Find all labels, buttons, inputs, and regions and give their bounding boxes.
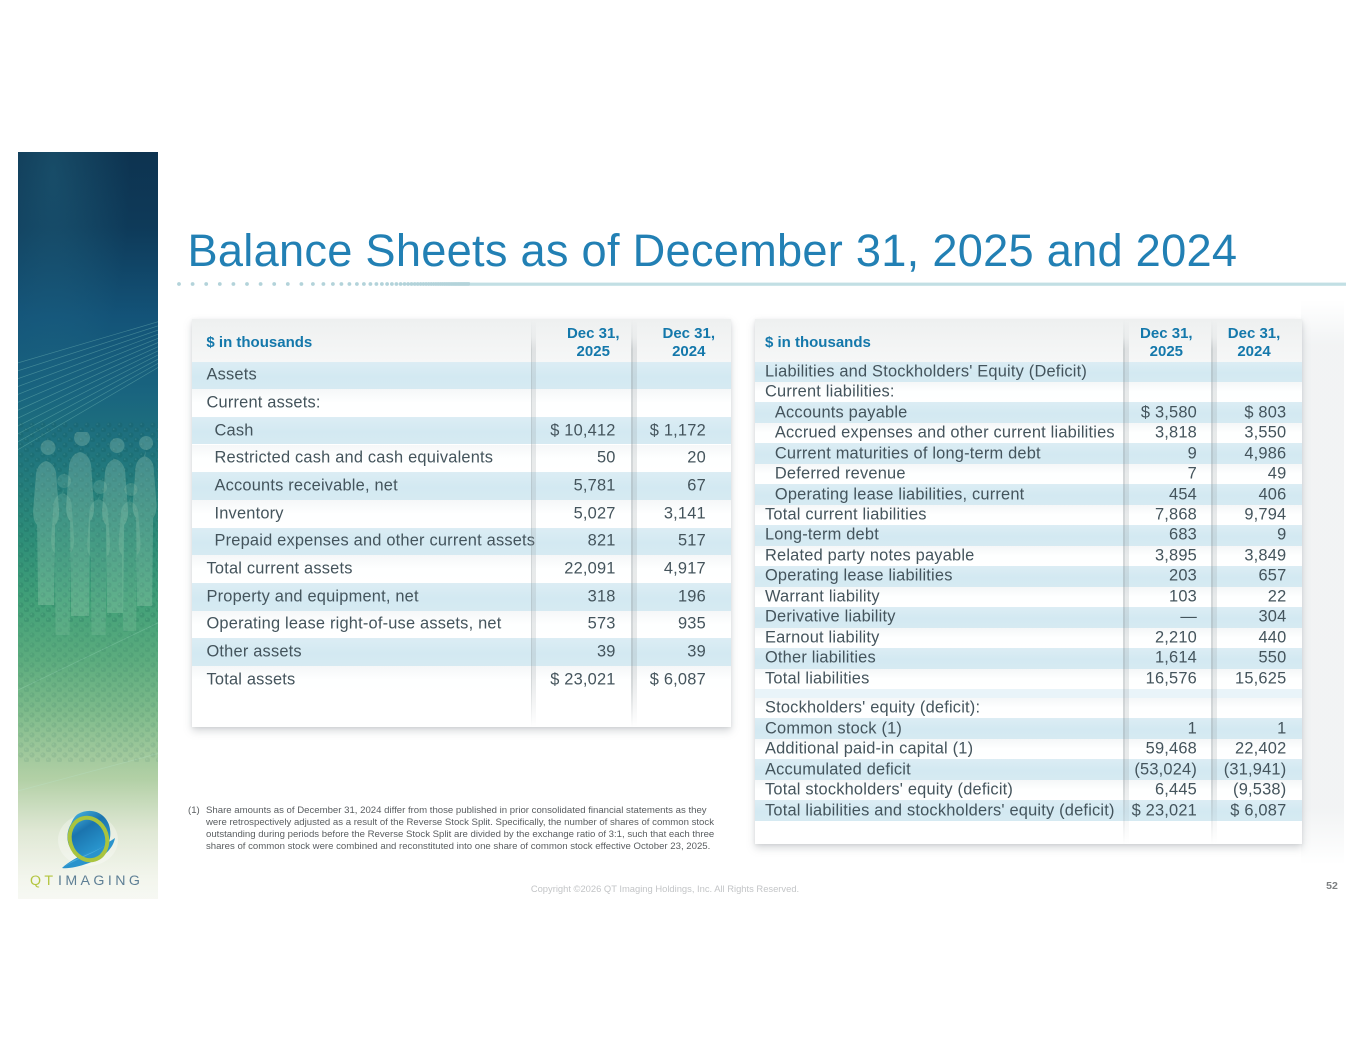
svg-text:IMAGING: IMAGING	[58, 873, 143, 889]
svg-text:QT: QT	[30, 873, 57, 889]
